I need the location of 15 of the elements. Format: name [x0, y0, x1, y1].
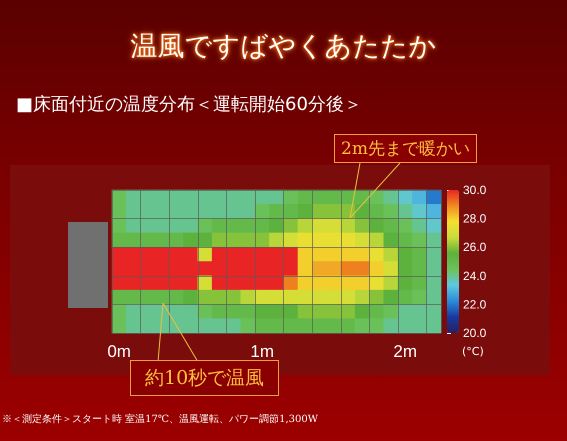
- color-bar-label: 22.0: [463, 297, 487, 312]
- color-bar-label: 30.0: [463, 183, 487, 197]
- text: 約10秒で温風: [130, 360, 280, 396]
- text: ※＜測定条件＞スタート時 室温17℃、温風運転、パワー調節1,300W: [2, 412, 318, 426]
- color-bar-label: 24.0: [463, 268, 487, 283]
- color-bar-label: 20.0: [463, 326, 487, 340]
- color-bar-label: 28.0: [463, 212, 487, 226]
- x-tick-label: 2m: [393, 342, 418, 361]
- chart-title: 温風ですばやくあたたか: [130, 30, 438, 64]
- text: 2m先まで暖かい: [334, 134, 477, 163]
- x-tick-label: 0m: [107, 342, 131, 361]
- color-bar-title: (°C): [462, 345, 484, 358]
- chart-subtitle: ■床面付近の温度分布＜運転開始60分後＞: [16, 93, 362, 116]
- x-tick-label: 1m: [250, 342, 274, 361]
- color-bar-label: 26.0: [463, 240, 487, 254]
